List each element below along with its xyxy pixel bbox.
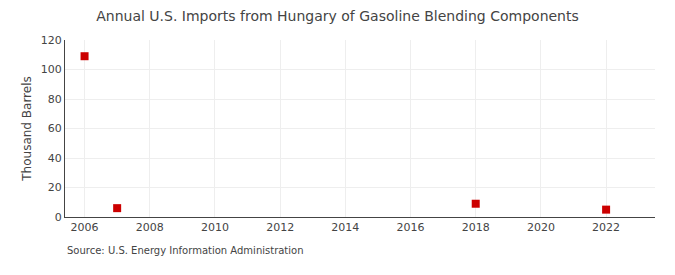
svg-text:2010: 2010 xyxy=(201,221,229,234)
svg-text:Annual U.S. Imports from Hunga: Annual U.S. Imports from Hungary of Gaso… xyxy=(96,8,579,24)
svg-text:Thousand Barrels: Thousand Barrels xyxy=(20,76,34,181)
svg-text:100: 100 xyxy=(41,63,62,76)
svg-text:2022: 2022 xyxy=(592,221,620,234)
svg-text:2016: 2016 xyxy=(397,221,425,234)
svg-text:2012: 2012 xyxy=(266,221,294,234)
svg-text:2008: 2008 xyxy=(136,221,164,234)
svg-text:2018: 2018 xyxy=(462,221,490,234)
svg-text:80: 80 xyxy=(48,93,62,106)
svg-text:Source: U.S. Energy Informatio: Source: U.S. Energy Information Administ… xyxy=(67,245,304,256)
svg-text:120: 120 xyxy=(41,34,62,47)
svg-text:2006: 2006 xyxy=(71,221,99,234)
svg-text:2020: 2020 xyxy=(527,221,555,234)
svg-text:0: 0 xyxy=(55,211,62,224)
svg-text:60: 60 xyxy=(48,122,62,135)
svg-text:40: 40 xyxy=(48,152,62,165)
svg-text:2014: 2014 xyxy=(331,221,359,234)
svg-text:20: 20 xyxy=(48,181,62,194)
